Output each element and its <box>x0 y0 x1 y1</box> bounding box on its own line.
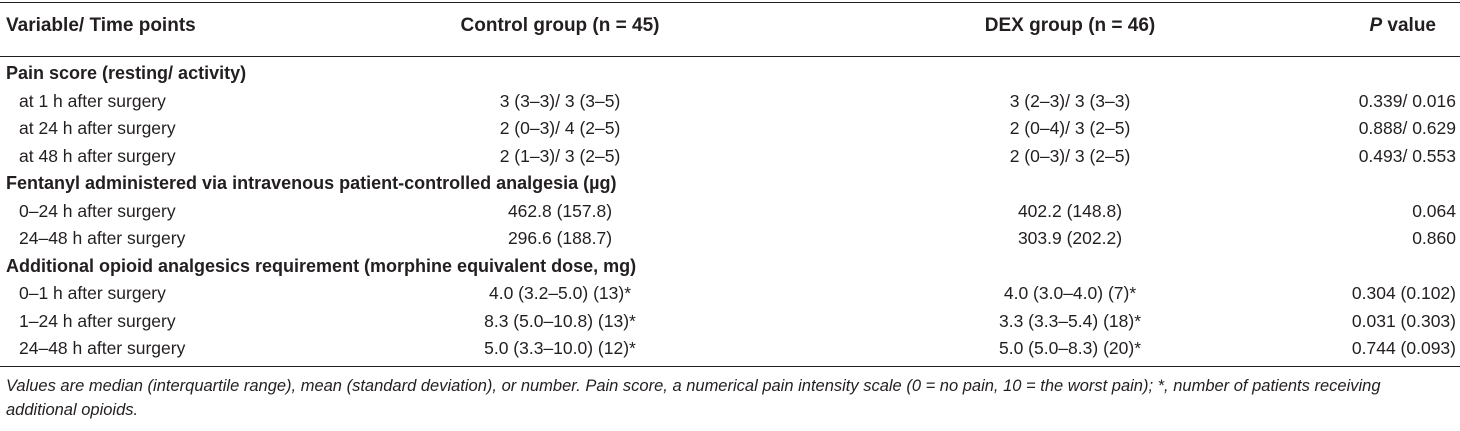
cell-control: 4.0 (3.2–5.0) (13)* <box>488 283 632 303</box>
cell-control: 5.0 (3.3–10.0) (12)* <box>484 338 636 358</box>
cell-dex: 3.3 (3.3–5.4) (18)* <box>998 310 1142 331</box>
cell-p-value: 0.744 (0.093) <box>1351 338 1456 358</box>
cell-variable: Fentanyl administered via intravenous pa… <box>6 173 617 193</box>
table-row: 24–48 h after surgery 5.0 (3.3–10.0) (12)… <box>0 334 1460 361</box>
table-footnote: Values are median (interquartile range),… <box>6 377 1381 419</box>
cell-dex: 3 (2–3)/ 3 (3–3) <box>1009 90 1131 111</box>
cell-variable: at 1 h after surgery <box>19 90 166 111</box>
cell-p-value: 0.888/ 0.629 <box>1358 118 1456 138</box>
cell-p-value: 0.031 (0.303) <box>1351 310 1456 331</box>
header-p-value: P value <box>1369 15 1436 37</box>
cell-variable: 0–1 h after surgery <box>19 283 166 303</box>
cell-variable: Additional opioid analgesics requirement… <box>6 255 637 276</box>
cell-variable: 1–24 h after surgery <box>19 310 176 331</box>
cell-control: 2 (1–3)/ 3 (2–5) <box>499 145 621 166</box>
cell-p-value: 0.860 <box>1412 228 1456 248</box>
cell-dex: 4.0 (3.0–4.0) (7)* <box>1003 283 1137 303</box>
header-dex-group: DEX group (n = 46) <box>984 15 1156 36</box>
cell-p-value: 0.304 (0.102) <box>1351 283 1456 303</box>
header-rule <box>0 56 1460 57</box>
cell-variable: 0–24 h after surgery <box>19 200 176 221</box>
header-p-suffix: value <box>1382 15 1436 36</box>
table-header: Variable/ Time points Control group (n =… <box>0 0 1460 56</box>
cell-variable: 24–48 h after surgery <box>19 338 186 358</box>
header-p-letter: P <box>1369 15 1383 36</box>
table-row: at 1 h after surgery 3 (3–3)/ 3 (3–5) 3 (2… <box>0 87 1460 114</box>
cell-dex: 5.0 (5.0–8.3) (20)* <box>998 338 1142 358</box>
top-rule <box>0 2 1460 3</box>
table-row: at 24 h after surgery 2 (0–3)/ 4 (2–5) 2 (… <box>0 114 1460 141</box>
cell-dex: 2 (0–3)/ 3 (2–5) <box>1009 145 1131 166</box>
cell-p-value: 0.493/ 0.553 <box>1358 145 1456 166</box>
cell-control: 462.8 (157.8) <box>507 200 613 221</box>
cell-variable: at 48 h after surgery <box>19 145 176 166</box>
cell-dex: 2 (0–4)/ 3 (2–5) <box>1009 118 1131 138</box>
cell-control: 2 (0–3)/ 4 (2–5) <box>499 118 621 138</box>
table-row: 0–1 h after surgery 4.0 (3.2–5.0) (13)* 4.… <box>0 279 1460 306</box>
cell-control: 8.3 (5.0–10.8) (13)* <box>484 310 636 331</box>
section-row: Additional opioid analgesics requirement… <box>0 252 1460 279</box>
cell-control: 296.6 (188.7) <box>507 228 613 248</box>
bottom-rule <box>0 366 1460 367</box>
cell-variable: at 24 h after surgery <box>19 118 176 138</box>
section-row: Pain score (resting/ activity) <box>0 59 1460 86</box>
table-row: 1–24 h after surgery 8.3 (5.0–10.8) (13)*… <box>0 307 1460 334</box>
cell-variable: Pain score (resting/ activity) <box>6 63 247 83</box>
cell-dex: 303.9 (202.2) <box>1017 228 1123 248</box>
table-row: at 48 h after surgery 2 (1–3)/ 3 (2–5) 2 (… <box>0 142 1460 169</box>
table-row: 24–48 h after surgery 296.6 (188.7) 303.9 … <box>0 224 1460 251</box>
cell-p-value: 0.064 <box>1412 200 1456 221</box>
cell-dex: 402.2 (148.8) <box>1017 200 1123 221</box>
header-control-group: Control group (n = 45) <box>460 15 660 36</box>
section-row: Fentanyl administered via intravenous pa… <box>0 169 1460 196</box>
table-row: 0–24 h after surgery 462.8 (157.8) 402.2 (… <box>0 197 1460 224</box>
cell-control: 3 (3–3)/ 3 (3–5) <box>499 90 621 111</box>
cell-p-value: 0.339/ 0.016 <box>1358 90 1456 111</box>
cell-variable: 24–48 h after surgery <box>19 228 186 248</box>
header-variable: Variable/ Time points <box>6 15 196 36</box>
